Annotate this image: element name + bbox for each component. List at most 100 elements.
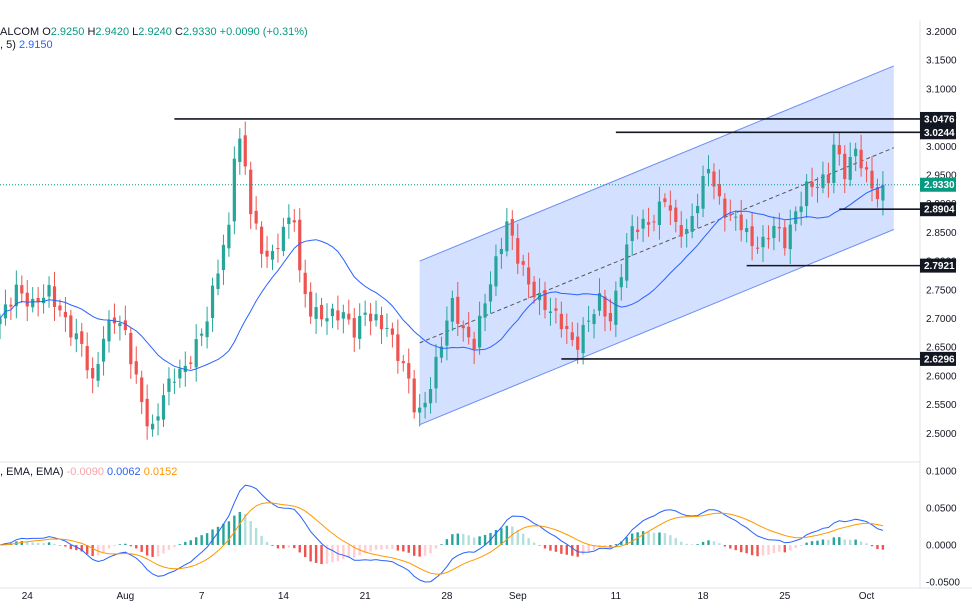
time-axis[interactable]: 24 Aug 7 14 21 28 Sep 11 18 25 Oct xyxy=(22,591,875,602)
candle-body xyxy=(510,219,514,236)
close-label: C xyxy=(174,26,183,38)
macd-hist-bar xyxy=(156,545,160,557)
macd-hist-bar xyxy=(494,529,498,546)
support-resistance-levels[interactable] xyxy=(0,118,920,360)
channel-upper[interactable] xyxy=(419,65,894,262)
price-tick-label: 2.9500 xyxy=(926,170,957,181)
candle-body xyxy=(210,285,215,318)
candle-body xyxy=(543,289,547,311)
candle-body xyxy=(336,310,340,321)
macd-hist-bar xyxy=(876,545,879,550)
candle-body xyxy=(183,365,187,373)
candle xyxy=(450,290,454,332)
macd-hist-bar xyxy=(761,545,765,556)
candle-body xyxy=(216,273,220,290)
macd-hist-bar xyxy=(265,541,269,546)
candle-body xyxy=(287,217,291,225)
macd-hist-bar xyxy=(140,545,143,552)
macd-hist-bar xyxy=(451,534,454,546)
candle-body xyxy=(69,315,73,338)
macd-hist-bar xyxy=(549,545,552,551)
candle xyxy=(205,306,209,349)
macd-hist-bar xyxy=(740,545,743,553)
candle xyxy=(140,370,144,415)
macd-hist-bar xyxy=(369,545,372,552)
candle xyxy=(864,161,869,183)
close-value: 2.9330 xyxy=(182,26,217,38)
macd-hist-bar xyxy=(870,545,874,547)
candle-body xyxy=(330,308,335,317)
candle-body xyxy=(379,314,384,330)
macd-hist-bar xyxy=(767,545,770,555)
candle-body xyxy=(810,181,814,188)
macd-hist-bar xyxy=(429,545,432,554)
macd-hist-bar xyxy=(827,539,830,546)
macd-hist-bar xyxy=(26,542,29,546)
ma-line xyxy=(0,185,884,372)
candle xyxy=(167,367,171,406)
macd-hist-bar xyxy=(423,545,427,556)
candle xyxy=(238,128,242,175)
macd-hist-bar xyxy=(707,540,710,546)
macd-hist-bar xyxy=(254,527,258,546)
candle-body xyxy=(101,338,106,362)
candle xyxy=(837,131,841,166)
macd-hist-bar xyxy=(20,541,23,546)
last-price-tag xyxy=(920,177,956,192)
time-tick-label: 24 xyxy=(22,591,34,602)
candle xyxy=(521,254,525,277)
time-tick-label: 21 xyxy=(360,591,372,602)
level-tag xyxy=(920,125,956,140)
macd-hist-bar xyxy=(336,545,340,562)
macd-hist-bar xyxy=(314,545,318,563)
candle-body xyxy=(527,267,531,285)
candle-body xyxy=(608,313,612,322)
candle xyxy=(101,326,106,376)
macd-hist-bar xyxy=(178,544,182,546)
macd-hist-bar xyxy=(592,545,596,551)
candle-body xyxy=(581,324,585,354)
candle-body xyxy=(766,238,771,240)
candle xyxy=(706,155,711,187)
candle xyxy=(603,289,607,332)
channel-fill[interactable] xyxy=(419,65,894,425)
candle-body xyxy=(9,304,13,307)
macd-hist-bar xyxy=(527,538,530,546)
macd-tick-label: 0.1000 xyxy=(926,466,957,477)
macd-line xyxy=(0,484,884,583)
candle-body xyxy=(189,362,193,364)
price-axis[interactable]: 3.20003.15003.10003.05003.00002.95002.90… xyxy=(920,27,960,589)
macd-hist-bar xyxy=(298,545,301,553)
macd-hist-bar xyxy=(445,539,449,546)
candle-body xyxy=(772,225,776,239)
candle xyxy=(352,308,356,352)
macd-hist-bar xyxy=(658,532,661,546)
price-channel[interactable] xyxy=(419,65,894,426)
candle xyxy=(434,344,438,403)
macd-hist-bar xyxy=(135,545,138,549)
level-tag xyxy=(920,258,956,273)
macd-hist-bar xyxy=(200,535,203,546)
candle-body xyxy=(0,318,2,325)
candle xyxy=(652,214,656,232)
candle xyxy=(799,191,803,226)
candle xyxy=(96,351,100,388)
macd-hist-bar xyxy=(331,545,334,563)
candle xyxy=(674,199,678,233)
macd-hist-bar xyxy=(293,545,296,549)
macd-hist-bar xyxy=(407,545,410,553)
channel-median[interactable] xyxy=(419,147,894,344)
macd-hist-bar xyxy=(47,542,51,546)
macd-hist-bar xyxy=(663,533,667,546)
macd-hist-bar xyxy=(69,545,73,550)
candle xyxy=(80,322,84,357)
level-tag xyxy=(920,202,956,217)
candle xyxy=(843,145,847,194)
channel-lower[interactable] xyxy=(419,229,894,426)
macd-hist-bar xyxy=(145,545,149,556)
candle xyxy=(270,244,275,271)
candle xyxy=(107,310,111,353)
candle xyxy=(390,322,394,348)
candle xyxy=(499,237,503,269)
